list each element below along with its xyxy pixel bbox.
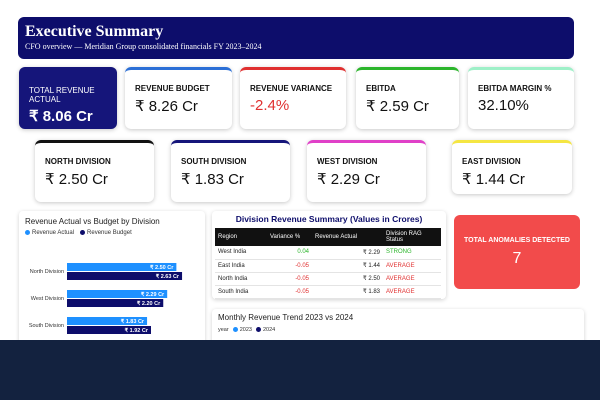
bar-data-label: ₹ 2.50 Cr: [150, 264, 174, 271]
kpi-label: EBITDA: [366, 84, 396, 93]
bar-data-label: ₹ 2.20 Cr: [137, 300, 161, 307]
legend-swatch: [80, 230, 86, 235]
bar-chart-legend: Revenue Actual Revenue Budget: [19, 226, 205, 240]
kpi-card-revenue-variance[interactable]: REVENUE VARIANCE -2.4%: [240, 67, 346, 129]
bar-data-label: ₹ 2.63 Cr: [156, 273, 180, 280]
cell-region: North India: [215, 272, 267, 286]
col-header-variance[interactable]: Variance %: [267, 228, 312, 246]
category-label: South Division: [29, 323, 64, 329]
division-label: EAST DIVISION: [462, 157, 521, 166]
header-banner: Executive Summary CFO overview — Meridia…: [18, 17, 574, 59]
kpi-value: ₹ 2.59 Cr: [366, 98, 429, 115]
col-header-status[interactable]: Division RAG Status: [383, 228, 441, 246]
legend-label: 2024: [262, 327, 276, 333]
page-subtitle: CFO overview — Meridian Group consolidat…: [25, 42, 262, 51]
division-value: ₹ 2.29 Cr: [317, 171, 380, 188]
bar-chart-panel: Revenue Actual vs Budget by Division Rev…: [19, 211, 205, 351]
bottom-overlay-band: [0, 340, 600, 400]
kpi-label: REVENUE VARIANCE: [250, 84, 333, 93]
cell-variance: -0.05: [267, 285, 312, 299]
trend-chart-title: Monthly Revenue Trend 2023 vs 2024: [218, 313, 354, 322]
kpi-value: -2.4%: [250, 97, 290, 114]
table-header-row: Region Variance % Revenue Actual Divisio…: [215, 228, 441, 246]
legend-swatch: [232, 327, 238, 333]
division-value: ₹ 1.83 Cr: [181, 171, 244, 188]
category-label: West Division: [31, 296, 64, 302]
table-title: Division Revenue Summary (Values in Cror…: [235, 214, 423, 224]
legend-swatch: [255, 327, 261, 333]
page-title: Executive Summary: [25, 23, 164, 40]
bar-actual[interactable]: [67, 290, 168, 298]
kpi-label: TOTAL REVENUE ACTUAL: [29, 86, 95, 104]
category-label: North Division: [30, 269, 64, 275]
bar-data-label: ₹ 1.92 Cr: [125, 327, 149, 334]
legend-label: 2023: [239, 327, 252, 333]
division-card-east[interactable]: EAST DIVISION ₹ 1.44 Cr: [452, 140, 572, 194]
trend-legend-title: year: [218, 327, 229, 333]
cell-actual: ₹ 1.44: [312, 259, 383, 273]
kpi-card-ebitda-margin[interactable]: EBITDA MARGIN % 32.10%: [468, 67, 574, 129]
cell-variance: 0.04: [267, 246, 312, 260]
legend-swatch: [25, 230, 30, 235]
kpi-card-ebitda[interactable]: EBITDA ₹ 2.59 Cr: [356, 67, 459, 129]
kpi-label: EBITDA MARGIN %: [478, 84, 552, 93]
table-row[interactable]: North India -0.05 ₹ 2.50 AVERAGE: [215, 272, 441, 286]
legend-item-budget[interactable]: Revenue Budget: [80, 230, 132, 236]
summary-table: Region Variance % Revenue Actual Divisio…: [215, 228, 441, 299]
bar-actual[interactable]: [67, 317, 148, 325]
kpi-label: REVENUE BUDGET: [135, 84, 210, 93]
bar-data-label: ₹ 2.29 Cr: [141, 291, 165, 298]
legend-label: Revenue Actual: [32, 230, 75, 237]
division-label: NORTH DIVISION: [45, 157, 111, 166]
division-card-west[interactable]: WEST DIVISION ₹ 2.29 Cr: [307, 140, 426, 202]
cell-region: East India: [215, 259, 267, 273]
anomalies-card[interactable]: TOTAL ANOMALIES DETECTED 7: [454, 215, 580, 289]
division-card-north[interactable]: NORTH DIVISION ₹ 2.50 Cr: [35, 140, 154, 202]
cell-actual: ₹ 2.50: [312, 272, 383, 286]
table-row[interactable]: East India -0.05 ₹ 1.44 AVERAGE: [215, 259, 441, 273]
legend-item-2023[interactable]: 2023: [232, 327, 252, 333]
table-row[interactable]: West India 0.04 ₹ 2.29 STRONG: [215, 246, 441, 260]
bar-budget[interactable]: [67, 299, 164, 307]
bar-data-label: ₹ 1.83 Cr: [121, 318, 145, 325]
bar-chart-svg: North Division ₹ 2.50 Cr ₹ 2.63 Cr West Div…: [29, 263, 183, 334]
cell-variance: -0.05: [267, 272, 312, 286]
cell-actual: ₹ 1.83: [312, 285, 383, 299]
bar-actual[interactable]: [67, 263, 177, 271]
anomalies-label: TOTAL ANOMALIES DETECTED: [464, 237, 570, 244]
division-label: SOUTH DIVISION: [181, 157, 247, 166]
legend-item-actual[interactable]: Revenue Actual: [25, 230, 74, 236]
cell-actual: ₹ 2.29: [312, 246, 383, 260]
cell-region: South India: [215, 285, 267, 299]
anomalies-value: 7: [512, 250, 522, 267]
summary-table-panel: Division Revenue Summary (Values in Cror…: [212, 211, 446, 299]
kpi-card-revenue-budget[interactable]: REVENUE BUDGET ₹ 8.26 Cr: [125, 67, 232, 129]
kpi-card-total-revenue[interactable]: TOTAL REVENUE ACTUAL ₹ 8.06 Cr: [19, 67, 117, 129]
col-header-region[interactable]: Region: [215, 228, 267, 246]
division-value: ₹ 2.50 Cr: [45, 171, 108, 188]
kpi-value: ₹ 8.06 Cr: [29, 108, 93, 125]
bar-chart-title: Revenue Actual vs Budget by Division: [25, 217, 160, 226]
table-row[interactable]: South India -0.05 ₹ 1.83 AVERAGE: [215, 285, 441, 299]
cell-status: AVERAGE: [383, 259, 441, 273]
division-card-south[interactable]: SOUTH DIVISION ₹ 1.83 Cr: [171, 140, 290, 202]
cell-status: STRONG: [383, 246, 441, 260]
division-value: ₹ 1.44 Cr: [462, 171, 525, 188]
division-label: WEST DIVISION: [317, 157, 378, 166]
trend-legend: year 2023 2024: [212, 322, 584, 338]
legend-label: Revenue Budget: [87, 230, 132, 237]
cell-status: AVERAGE: [383, 285, 441, 299]
bar-budget[interactable]: [67, 272, 183, 280]
kpi-value: ₹ 8.26 Cr: [135, 98, 198, 115]
cell-variance: -0.05: [267, 259, 312, 273]
legend-item-2024[interactable]: 2024: [255, 327, 276, 333]
kpi-value: 32.10%: [478, 97, 529, 114]
cell-region: West India: [215, 246, 267, 260]
cell-status: AVERAGE: [383, 272, 441, 286]
col-header-actual[interactable]: Revenue Actual: [312, 228, 383, 246]
bar-budget[interactable]: [67, 326, 151, 334]
